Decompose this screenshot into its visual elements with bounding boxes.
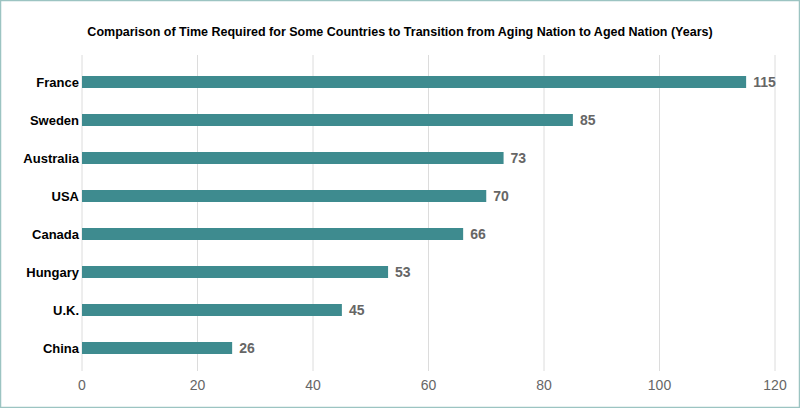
data-label: 26 xyxy=(239,340,255,356)
category-label: Hungary xyxy=(26,265,80,280)
grid-line xyxy=(82,55,83,371)
chart-svg: Comparison of Time Required for Some Cou… xyxy=(0,0,800,408)
frame xyxy=(1,1,800,408)
data-label: 53 xyxy=(395,264,411,280)
grid-line xyxy=(659,55,660,371)
bar xyxy=(82,304,342,316)
bar xyxy=(82,228,463,240)
category-label: Canada xyxy=(32,227,80,242)
category-label: U.K. xyxy=(53,303,79,318)
bar xyxy=(82,266,388,278)
category-label: China xyxy=(43,341,80,356)
bar xyxy=(82,342,232,354)
grid-line xyxy=(428,55,429,371)
bar xyxy=(82,76,746,88)
tick-label: 80 xyxy=(536,377,552,393)
grid-line xyxy=(775,55,776,371)
grid-line xyxy=(197,55,198,371)
bar xyxy=(82,190,486,202)
category-label: France xyxy=(36,75,79,90)
tick-label: 0 xyxy=(78,377,86,393)
tick-label: 20 xyxy=(190,377,206,393)
category-label: Sweden xyxy=(30,113,79,128)
grid-line xyxy=(313,55,314,371)
bar xyxy=(82,114,573,126)
category-label: Australia xyxy=(23,151,79,166)
tick-label: 60 xyxy=(421,377,437,393)
tick-label: 120 xyxy=(763,377,787,393)
title: Comparison of Time Required for Some Cou… xyxy=(87,25,712,39)
bar xyxy=(82,152,504,164)
data-label: 115 xyxy=(753,74,776,90)
data-label: 73 xyxy=(511,150,527,166)
data-label: 66 xyxy=(470,226,486,242)
data-label: 70 xyxy=(493,188,509,204)
bars xyxy=(82,76,746,354)
chart-container: Comparison of Time Required for Some Cou… xyxy=(0,0,800,408)
data-label: 45 xyxy=(349,302,365,318)
tick-label: 40 xyxy=(305,377,321,393)
tick-label: 100 xyxy=(648,377,672,393)
category-label: USA xyxy=(52,189,80,204)
grid-line xyxy=(544,55,545,371)
data-label: 85 xyxy=(580,112,596,128)
